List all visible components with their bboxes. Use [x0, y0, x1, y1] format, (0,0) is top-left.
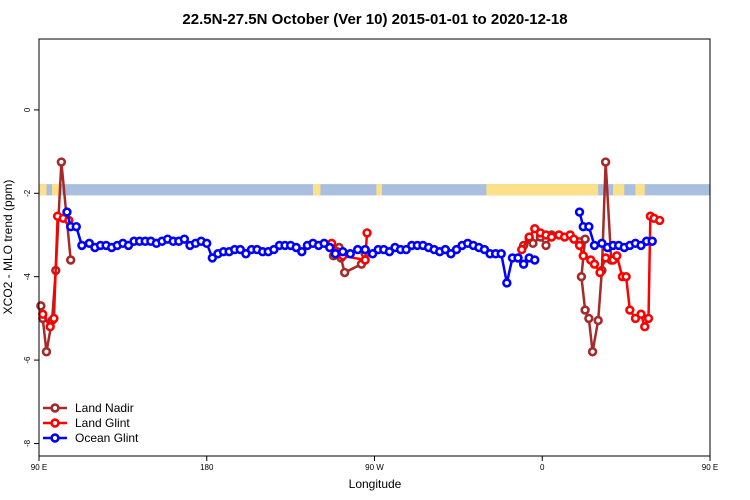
- land-segment: [635, 184, 645, 196]
- data-point-land-glint: [578, 251, 588, 261]
- data-point-land-glint: [612, 251, 622, 261]
- data-point-land-glint: [360, 255, 370, 265]
- data-point-land-glint: [517, 244, 527, 255]
- data-point-land-nadir: [56, 157, 67, 167]
- legend-label: Land Nadir: [75, 401, 134, 415]
- y-tick-label: -2: [23, 189, 32, 197]
- data-point-ocean-glint: [647, 236, 657, 246]
- data-point-land-nadir: [584, 313, 594, 324]
- legend-swatch-marker: [50, 433, 60, 443]
- data-point-land-glint: [49, 313, 59, 324]
- legend-label: Ocean Glint: [75, 431, 139, 445]
- series-line-land-glint: [41, 214, 70, 330]
- data-point-land-nadir: [580, 305, 590, 315]
- legend-label: Land Glint: [75, 416, 130, 430]
- data-point-land-nadir: [65, 255, 76, 265]
- data-point-land-glint: [625, 305, 635, 315]
- data-point-ocean-glint: [589, 240, 600, 251]
- legend-item-land-nadir: Land Nadir: [43, 401, 134, 415]
- data-point-ocean-glint: [325, 242, 335, 253]
- data-point-ocean-glint: [297, 246, 307, 257]
- land-segment: [613, 184, 625, 196]
- data-point-ocean-glint: [353, 244, 363, 255]
- data-point-ocean-glint: [345, 249, 355, 259]
- legend-item-ocean-glint: Ocean Glint: [43, 431, 139, 445]
- data-point-land-nadir: [41, 347, 52, 357]
- data-point-ocean-glint: [574, 207, 585, 217]
- y-tick-label: -6: [23, 356, 32, 364]
- y-tick-label: -8: [23, 439, 32, 447]
- data-point-land-glint: [546, 232, 557, 242]
- data-point-land-glint: [45, 322, 55, 332]
- data-point-ocean-glint: [518, 259, 529, 269]
- data-point-ocean-glint: [513, 253, 523, 263]
- data-point-land-glint: [362, 228, 372, 238]
- data-point-land-nadir: [36, 301, 46, 311]
- data-point-land-glint: [524, 232, 534, 242]
- data-point-land-glint: [643, 313, 654, 324]
- data-point-land-nadir: [600, 157, 611, 167]
- data-point-ocean-glint: [330, 249, 341, 259]
- data-point-ocean-glint: [202, 238, 212, 249]
- data-point-land-glint: [636, 309, 646, 319]
- y-axis-label: XCO2 - MLO trend (ppm): [1, 180, 15, 315]
- data-point-land-nadir: [339, 267, 350, 278]
- data-point-ocean-glint: [502, 278, 512, 288]
- data-point-ocean-glint: [77, 240, 87, 251]
- data-point-land-glint: [621, 271, 631, 282]
- x-tick-label: 90 E: [702, 463, 718, 472]
- data-point-ocean-glint: [71, 221, 81, 232]
- data-point-land-glint: [569, 234, 579, 244]
- chart-title: 22.5N-27.5N October (Ver 10) 2015-01-01 …: [182, 11, 567, 28]
- data-point-ocean-glint: [530, 255, 540, 265]
- data-point-land-glint: [654, 215, 665, 226]
- data-point-ocean-glint: [360, 244, 370, 255]
- x-tick-label: 90 W: [365, 463, 384, 472]
- data-point-land-nadir: [580, 234, 590, 244]
- series-ocean-glint: [62, 207, 657, 288]
- y-axis: 0 -2 -4 -6 -8: [23, 107, 39, 447]
- data-point-land-glint: [38, 309, 48, 319]
- data-point-land-glint: [589, 259, 600, 269]
- land-segment: [52, 184, 62, 196]
- x-tick-label: 90 E: [31, 463, 47, 472]
- data-point-land-nadir: [587, 347, 598, 357]
- data-point-land-nadir: [576, 271, 587, 282]
- x-axis-label: Longitude: [349, 477, 402, 491]
- land-ocean-band: [39, 184, 710, 196]
- legend-swatch-marker: [50, 403, 60, 413]
- x-axis: 90 E 180 90 W 0 90 E: [31, 456, 718, 472]
- legend-swatch-marker: [50, 418, 60, 428]
- land-segment: [376, 184, 382, 196]
- data-point-ocean-glint: [584, 221, 594, 232]
- data-point-ocean-glint: [496, 249, 506, 259]
- series-land-glint: [38, 211, 665, 332]
- land-segment: [312, 184, 321, 196]
- data-point-land-glint: [640, 322, 650, 332]
- data-point-land-glint: [574, 240, 585, 251]
- land-segment: [39, 184, 47, 196]
- land-segment: [486, 184, 599, 196]
- ocean-band: [39, 184, 710, 196]
- data-point-ocean-glint: [62, 207, 72, 217]
- data-point-land-nadir: [541, 240, 551, 251]
- data-point-land-glint: [595, 267, 605, 278]
- x-tick-label: 0: [540, 463, 545, 472]
- legend-item-land-glint: Land Glint: [43, 416, 130, 430]
- data-point-ocean-glint: [179, 234, 190, 244]
- data-point-land-nadir: [593, 315, 603, 326]
- data-point-ocean-glint: [338, 246, 348, 257]
- y-tick-label: 0: [23, 107, 32, 112]
- y-tick-label: -4: [23, 273, 32, 281]
- x-tick-label: 180: [200, 463, 214, 472]
- data-point-land-glint: [600, 253, 611, 263]
- series-layer: [36, 157, 665, 357]
